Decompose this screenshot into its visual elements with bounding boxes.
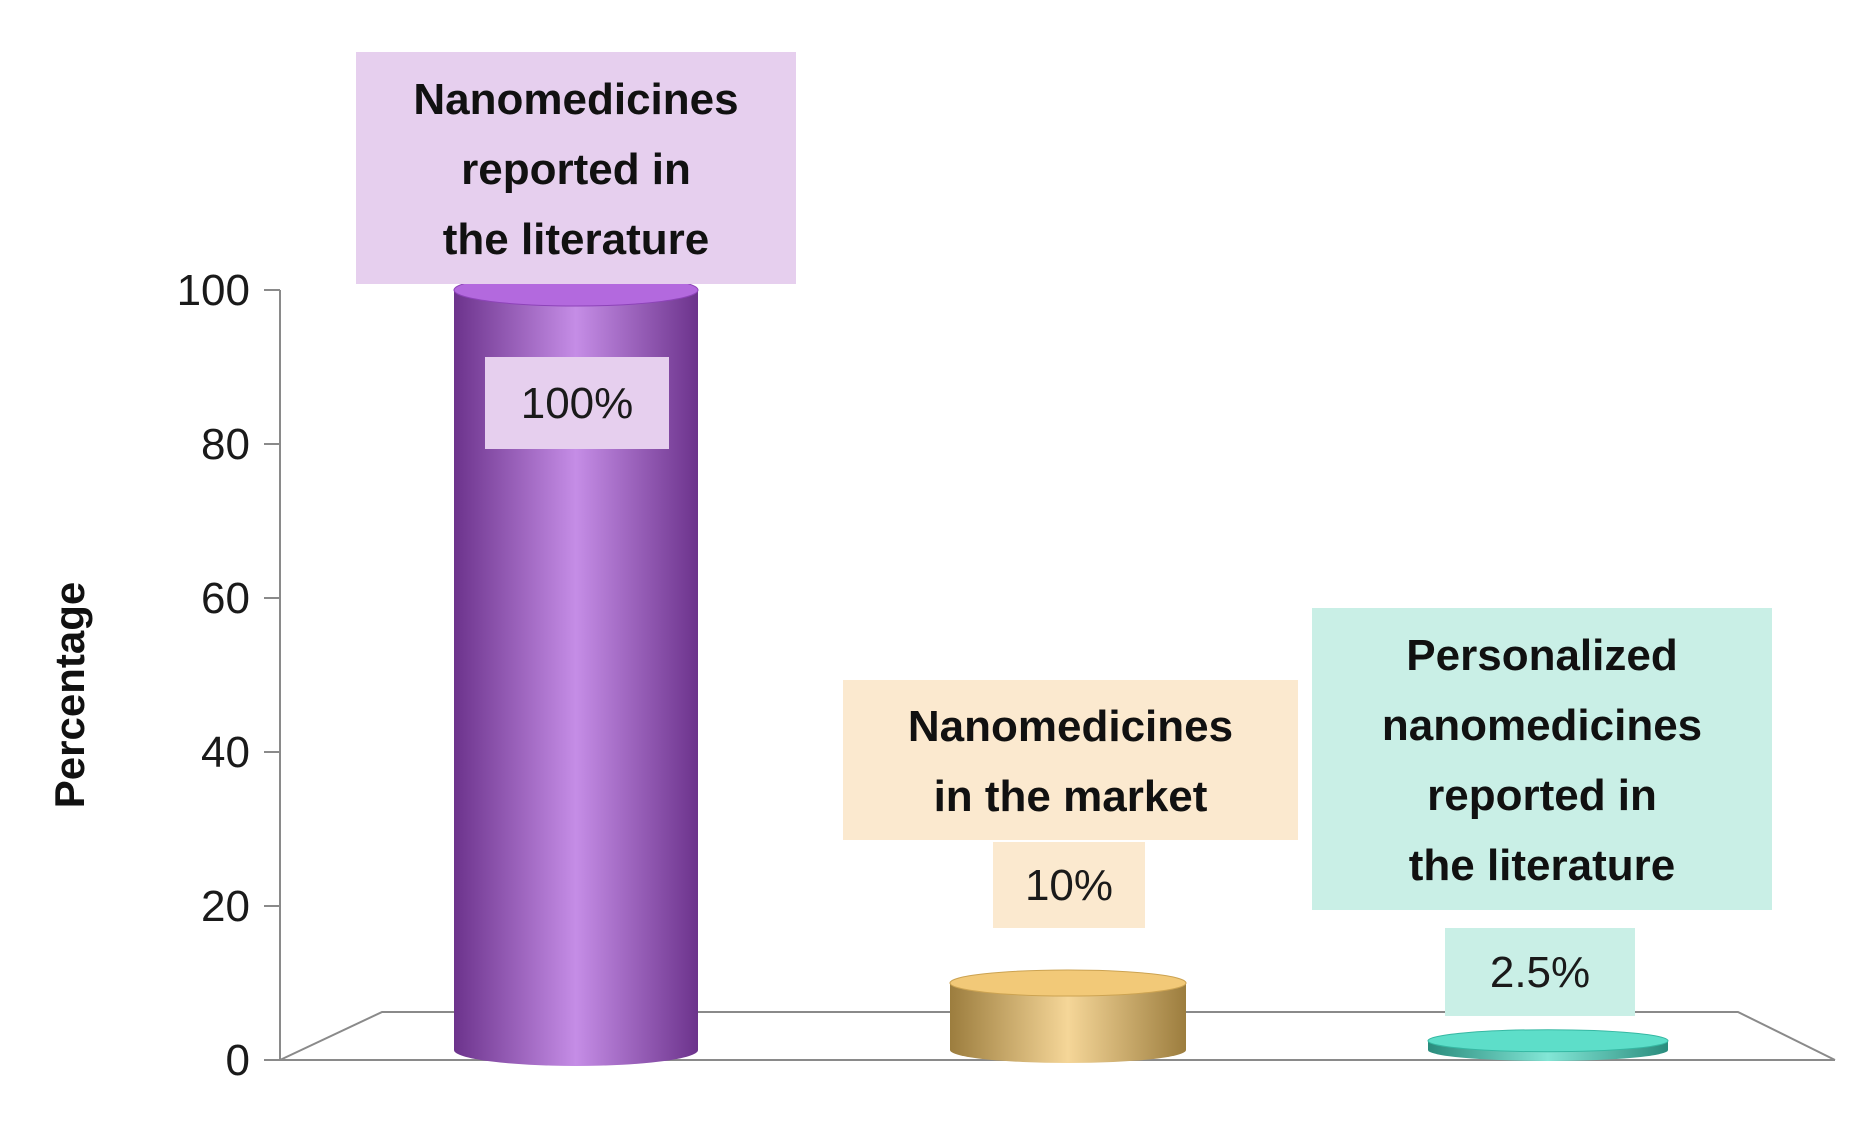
category-label-line: the literature [443, 215, 710, 264]
category-label-line: in the market [934, 772, 1208, 821]
bar-body [454, 290, 698, 1066]
category-label: Nanomedicines reported in the literature [356, 52, 796, 284]
value-label-text: 100% [521, 379, 634, 428]
y-axis: 0 20 40 60 80 100 Percentage [46, 266, 281, 1085]
category-label-line: Nanomedicines [908, 702, 1233, 751]
category-label-line: the literature [1409, 841, 1676, 890]
category-label-line: Nanomedicines [413, 75, 738, 124]
y-tick-label: 60 [201, 574, 250, 623]
value-label-text: 2.5% [1490, 948, 1590, 997]
bar [949, 969, 1187, 1063]
category-label-line: nanomedicines [1382, 701, 1702, 750]
y-tick-label: 0 [226, 1036, 250, 1085]
category-label-line: reported in [1427, 771, 1657, 820]
value-label-text: 10% [1025, 861, 1113, 910]
bar-top-cap [1427, 1029, 1669, 1053]
value-label: 10% [993, 842, 1145, 928]
y-tick-label: 20 [201, 882, 250, 931]
value-label: 2.5% [1445, 928, 1635, 1016]
y-tick-label: 40 [201, 728, 250, 777]
category-label: Nanomedicines in the market [843, 680, 1298, 840]
bar-top-cap [949, 969, 1187, 997]
bar-body [950, 983, 1186, 1063]
value-label-box [1445, 928, 1635, 1016]
category-label-box [1312, 608, 1772, 910]
y-axis-title: Percentage [46, 582, 93, 808]
category-label-line: Personalized [1406, 631, 1677, 680]
bar [1427, 1029, 1669, 1061]
y-tick-label: 100 [177, 266, 250, 315]
value-label-box [485, 357, 669, 449]
value-label: 100% [485, 357, 669, 449]
category-label: Personalized nanomedicines reported in the … [1312, 608, 1772, 910]
category-label-line: reported in [461, 145, 691, 194]
value-label-box [993, 842, 1145, 928]
category-label-box [356, 52, 796, 284]
y-tick-label: 80 [201, 420, 250, 469]
category-label-box [843, 680, 1298, 840]
